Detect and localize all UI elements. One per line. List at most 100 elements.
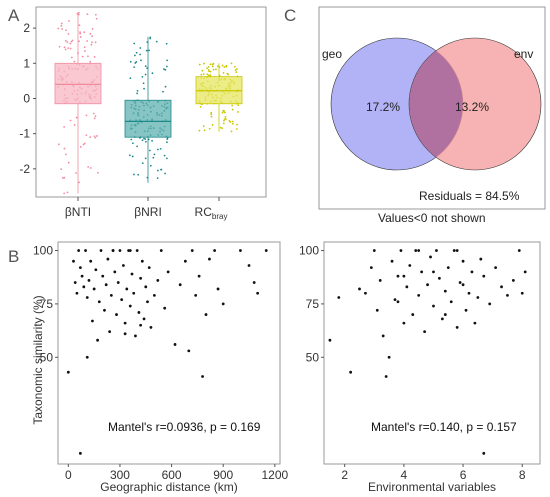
scatter-point [256, 291, 260, 295]
jitter-point [96, 135, 98, 137]
scatter-point [120, 298, 124, 302]
scatter-right-panel: 2 4 6 8 100 75 50 [299, 241, 541, 482]
scatter-point [121, 264, 125, 267]
scatter-point [494, 266, 498, 270]
jitter-point [223, 119, 225, 122]
jitter-point [83, 31, 86, 34]
x-tick-label: 4 [401, 468, 408, 482]
y-tick-label: 100 [33, 244, 53, 258]
scatter-point [84, 249, 87, 252]
jitter-point [231, 104, 234, 107]
jitter-point [212, 68, 215, 71]
scatter-point [130, 272, 134, 276]
scatter-point [101, 274, 105, 278]
scatter-point [97, 300, 101, 304]
jitter-point [135, 51, 138, 54]
jitter-point [166, 141, 168, 144]
y-tick-label: 50 [40, 350, 54, 364]
jitter-point [67, 32, 70, 35]
scatter-point [414, 249, 418, 252]
jitter-point [231, 108, 234, 111]
scatter-point [461, 259, 465, 263]
jitter-point [78, 40, 80, 43]
scatter-point [239, 249, 242, 252]
scatter-point [221, 302, 225, 306]
scatter-point [139, 276, 143, 280]
x-tick-label: 0 [65, 468, 72, 482]
scatter-point [66, 370, 70, 374]
mantel-right: Mantel's r=0.140, p = 0.157 [371, 420, 517, 434]
scatter-point [166, 270, 170, 274]
jitter-point [78, 24, 81, 27]
scatter-point [142, 317, 146, 321]
jitter-point [129, 77, 132, 80]
jitter-point [90, 43, 93, 46]
scatter-point [252, 281, 256, 284]
scatter-point [103, 308, 106, 312]
panel-label-c: C [284, 6, 296, 25]
scatter-point [358, 287, 361, 291]
scatter-point [137, 311, 141, 314]
scatter-point [77, 249, 81, 252]
jitter-point [198, 63, 201, 66]
jitter-point [209, 63, 212, 66]
jitter-point [164, 68, 167, 71]
jitter-point [137, 173, 140, 176]
scatter-point [446, 266, 450, 270]
jitter-point [129, 60, 132, 63]
jitter-point [68, 20, 70, 22]
jitter-point [210, 111, 213, 114]
jitter-point [160, 168, 163, 171]
box-0 [54, 62, 102, 105]
panel-label-a: A [8, 6, 20, 25]
scatter-point [128, 249, 132, 252]
jitter-point [226, 72, 229, 75]
scatter-point [156, 279, 160, 282]
jitter-point [93, 117, 96, 120]
jitter-point [223, 66, 226, 68]
jitter-point [156, 169, 159, 172]
jitter-point [65, 29, 67, 32]
scatter-point [73, 281, 77, 284]
scatter-point [449, 300, 453, 304]
y-axis-label: Taxonomic similarity (%) [31, 295, 45, 424]
jitter-point [149, 164, 152, 167]
jitter-point [235, 68, 238, 70]
jitter-point [225, 65, 228, 68]
scatter-point [208, 257, 211, 261]
jitter-point [79, 32, 82, 35]
scatter-point [396, 274, 400, 278]
scatter-left-frame [57, 241, 281, 465]
y-tick-label: 100 [299, 244, 319, 258]
jitter-point [61, 28, 64, 30]
jitter-point [237, 111, 239, 113]
scatter-point [349, 370, 353, 374]
jitter-point [146, 67, 149, 70]
scatter-point [393, 298, 397, 302]
venn-value-env: 13.2% [455, 100, 489, 114]
jitter-point [79, 146, 82, 148]
jitter-point [207, 74, 210, 77]
scatter-point [458, 281, 462, 284]
jitter-point [237, 104, 240, 107]
jitter-point [235, 71, 238, 74]
scatter-point [72, 259, 75, 263]
scatter-point [147, 266, 151, 270]
y-tick-label: 0 [23, 91, 30, 105]
jitter-point [141, 162, 144, 164]
jitter-point [86, 40, 89, 42]
jitter-point [153, 153, 156, 156]
category-label: βNTI [65, 205, 91, 219]
jitter-point [159, 148, 162, 150]
venn-set-geo: geo [322, 47, 342, 61]
jitter-point [64, 39, 67, 42]
jitter-point [203, 62, 205, 65]
jitter-point [96, 171, 99, 174]
jitter-point [222, 72, 225, 74]
jitter-point [156, 177, 159, 180]
scatter-point [523, 270, 527, 274]
jitter-point [85, 114, 88, 117]
jitter-point [164, 172, 166, 175]
jitter-point [64, 153, 67, 156]
jitter-point [63, 46, 66, 49]
